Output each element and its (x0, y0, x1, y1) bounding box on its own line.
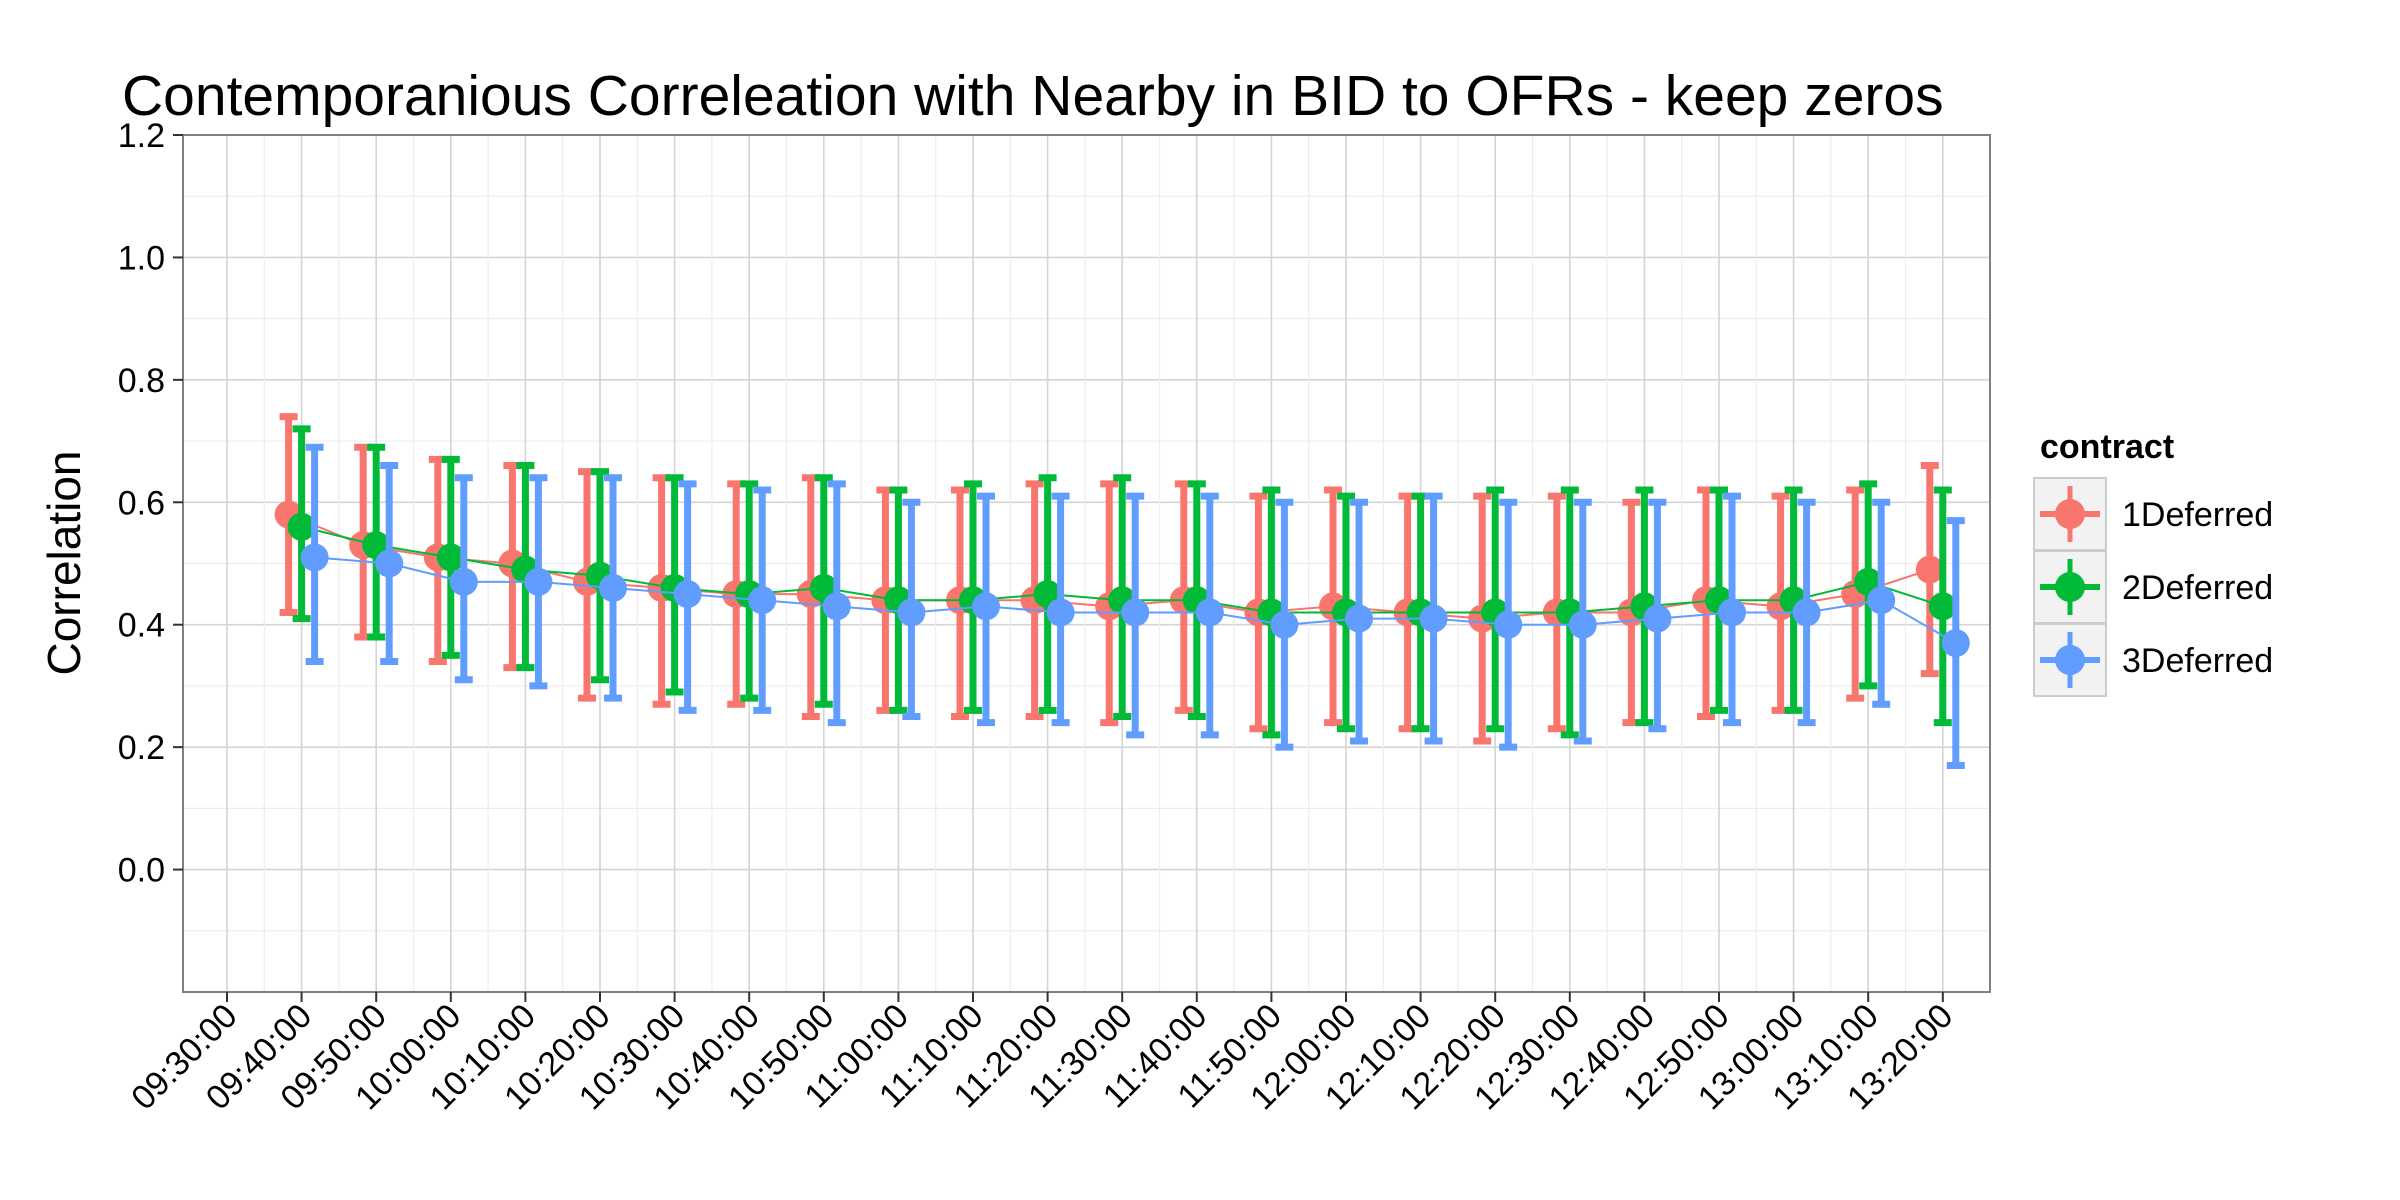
data-point (897, 598, 926, 627)
legend-label: 1Deferred (2122, 496, 2273, 534)
series-2Deferred (287, 425, 1957, 739)
legend-label: 2Deferred (2122, 569, 2273, 607)
series-3Deferred (300, 443, 1970, 770)
data-point (375, 549, 404, 578)
legend-key-point (2055, 499, 2085, 529)
y-tick-label: 0.2 (118, 729, 165, 767)
plot-panel-border (182, 134, 1991, 993)
data-point (599, 573, 627, 602)
data-point (1941, 629, 1970, 658)
y-tick-label: 0.8 (118, 362, 165, 400)
y-tick-label: 1.0 (118, 239, 165, 277)
data-point (822, 592, 851, 621)
data-point (1792, 598, 1821, 627)
y-axis: 0.0 0.2 0.4 0.6 0.8 1.0 1.2 (118, 117, 183, 890)
y-tick-label: 0.6 (118, 484, 165, 522)
y-tick-label: 0.4 (118, 607, 165, 645)
data-point (1867, 586, 1896, 615)
legend-key-point (2055, 645, 2085, 675)
data-point (300, 543, 329, 572)
data-point (673, 580, 702, 609)
data-point (1928, 592, 1957, 621)
y-tick-label: 1.2 (118, 117, 165, 155)
data-point (1419, 604, 1448, 633)
legend-item-2Deferred: 2Deferred (2033, 550, 2273, 624)
data-point (449, 567, 478, 596)
data-point (1568, 610, 1597, 639)
data-point (1494, 610, 1523, 639)
data-point (1121, 598, 1150, 627)
data-point (1195, 598, 1224, 627)
legend-title: contract (2040, 428, 2174, 466)
data-point (1345, 604, 1373, 633)
data-point (436, 543, 465, 572)
series-layer (274, 413, 1970, 770)
data-point (1643, 604, 1672, 633)
data-point (972, 592, 1000, 621)
data-point (1270, 610, 1299, 639)
data-point (1046, 598, 1075, 627)
y-axis-title: Correlation (38, 451, 90, 676)
x-axis: 09:30:0009:40:0009:50:0010:00:0010:10:00… (124, 992, 1960, 1117)
legend-label: 3Deferred (2122, 642, 2273, 680)
legend-item-3Deferred: 3Deferred (2033, 623, 2273, 697)
y-tick-label: 0.0 (118, 852, 165, 890)
legend-item-1Deferred: 1Deferred (2033, 477, 2273, 551)
data-point (1915, 555, 1944, 584)
chart-title: Contemporanious Correleation with Nearby… (122, 64, 1944, 128)
data-point (524, 567, 553, 596)
legend: contract 1Deferred 2Deferred 3Deferred (2033, 428, 2273, 697)
data-point (287, 512, 316, 541)
legend-key-point (2055, 572, 2085, 602)
plot-grid (183, 134, 1990, 993)
data-point (748, 586, 777, 615)
data-point (1718, 598, 1746, 627)
